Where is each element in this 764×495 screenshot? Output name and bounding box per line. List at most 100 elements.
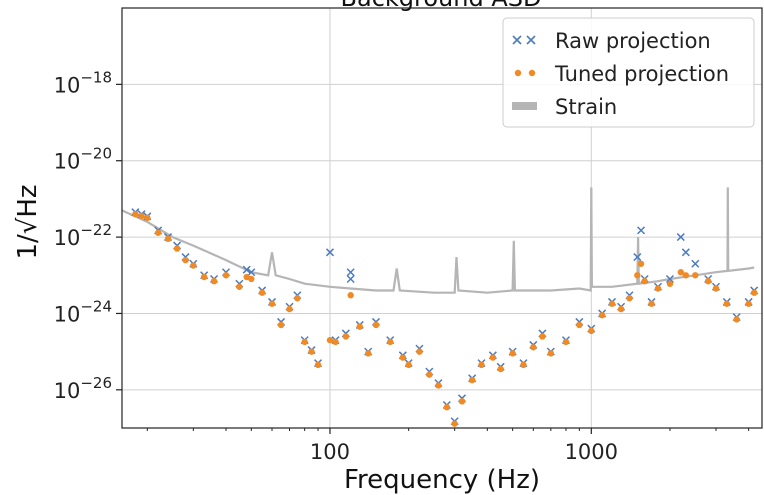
tuned-projection-series [132, 210, 758, 427]
tuned-projection-point [750, 289, 758, 296]
tuned-projection-point [426, 371, 433, 378]
y-tick-label: 10−20 [54, 145, 112, 174]
tuned-projection-point [443, 404, 451, 411]
raw-projection-point [346, 268, 355, 277]
chart-title: Background ASD [341, 0, 542, 12]
x-tick-label: 100 [310, 440, 350, 464]
y-tick-exponent: −20 [80, 145, 112, 163]
tuned-projection-point [520, 361, 527, 369]
tuned-projection-point [301, 338, 308, 346]
tuned-projection-point [598, 312, 606, 319]
legend-marker-raw [526, 35, 536, 45]
tuned-projection-point [654, 285, 662, 292]
tuned-projection-point [435, 382, 442, 389]
legend-box [502, 17, 755, 128]
tuned-projection-point [641, 277, 648, 285]
tuned-projection-point [332, 338, 339, 346]
y-tick-exponent: −22 [80, 221, 112, 239]
tuned-projection-point [190, 262, 197, 269]
raw-projection-point [346, 274, 355, 284]
y-tick-exponent: −24 [80, 297, 112, 315]
tuned-projection-point [704, 277, 712, 285]
tuned-projection-point [547, 350, 555, 357]
raw-projection-point [633, 253, 642, 262]
tuned-projection-point [588, 327, 595, 335]
tuned-projection-point [576, 321, 583, 329]
tuned-projection-point [364, 350, 372, 357]
tuned-projection-point [277, 321, 285, 329]
tuned-projection-point [712, 285, 720, 292]
tuned-projection-point [286, 305, 293, 313]
tuned-projection-point [682, 272, 690, 279]
raw-projection-point [676, 233, 685, 242]
tuned-projection-point [666, 280, 674, 287]
tuned-projection-point [648, 300, 655, 307]
tuned-projection-point [530, 344, 537, 351]
tuned-projection-point [387, 338, 394, 346]
legend-marker-raw [512, 35, 522, 45]
tuned-projection-point [608, 300, 616, 307]
tuned-projection-point [138, 212, 145, 220]
tuned-projection-point [617, 305, 625, 313]
tuned-projection-point [405, 361, 412, 369]
y-tick-label: 10−24 [54, 297, 112, 326]
plot-area [121, 7, 763, 429]
y-tick-base: 10 [54, 73, 81, 97]
tuned-projection-point [342, 333, 350, 340]
x-axis-label: Frequency (Hz) [344, 465, 540, 495]
tuned-projection-point [497, 365, 504, 373]
tuned-projection-point [634, 272, 641, 279]
tuned-projection-point [200, 273, 208, 281]
raw-projection-point [325, 248, 335, 257]
tuned-projection-point [416, 348, 423, 355]
tuned-projection-point [478, 361, 485, 369]
tuned-projection-point [637, 260, 645, 267]
tuned-projection-point [164, 235, 172, 243]
tuned-projection-point [468, 376, 476, 384]
legend: Raw projection Tuned projection Strain [502, 17, 755, 128]
y-tick-base: 10 [54, 379, 81, 403]
x-tick-label: 1000 [565, 440, 618, 464]
tuned-projection-point [692, 272, 699, 279]
tuned-projection-point [132, 210, 139, 218]
raw-projection-point [681, 248, 690, 257]
tuned-projection-point [723, 300, 731, 307]
legend-label: Raw projection [555, 29, 711, 53]
tuned-projection-point [294, 295, 301, 302]
tuned-projection-point [539, 333, 546, 340]
raw-projection-point [242, 265, 251, 274]
y-tick-base: 10 [54, 150, 81, 174]
raw-projection-series [131, 208, 759, 426]
raw-projection-point [691, 259, 700, 268]
tuned-projection-point [509, 350, 516, 357]
tuned-projection-point [372, 321, 380, 329]
tuned-projection-point [733, 316, 740, 323]
tuned-projection-point [248, 275, 255, 283]
tuned-projection-point [314, 361, 322, 369]
raw-projection-point [637, 226, 646, 235]
raw-projection-point [665, 274, 674, 284]
tuned-projection-point [562, 338, 570, 346]
tuned-projection-point [347, 292, 354, 299]
tuned-projection-point [173, 245, 181, 252]
tuned-projection-point [222, 272, 230, 279]
tuned-projection-point [268, 300, 276, 307]
tuned-projection-point [236, 283, 243, 290]
tuned-projection-point [326, 336, 334, 344]
tuned-projection-point [308, 348, 315, 355]
raw-projection-point [247, 268, 256, 277]
tuned-projection-point [489, 354, 497, 361]
legend-label: Strain [555, 95, 617, 119]
x-axis: 100 1000 [146, 428, 750, 464]
y-tick-base: 10 [54, 302, 81, 326]
legend-label: Tuned projection [554, 62, 729, 86]
tuned-projection-point [399, 354, 407, 361]
tuned-projection-point [144, 214, 151, 222]
y-tick-label: 10−26 [54, 374, 112, 403]
y-axis-label: 1/√Hz [13, 184, 43, 259]
legend-marker-strain [512, 102, 537, 110]
tuned-projection-point [451, 420, 458, 427]
tuned-projection-point [356, 323, 363, 330]
tuned-projection-point [154, 229, 162, 236]
